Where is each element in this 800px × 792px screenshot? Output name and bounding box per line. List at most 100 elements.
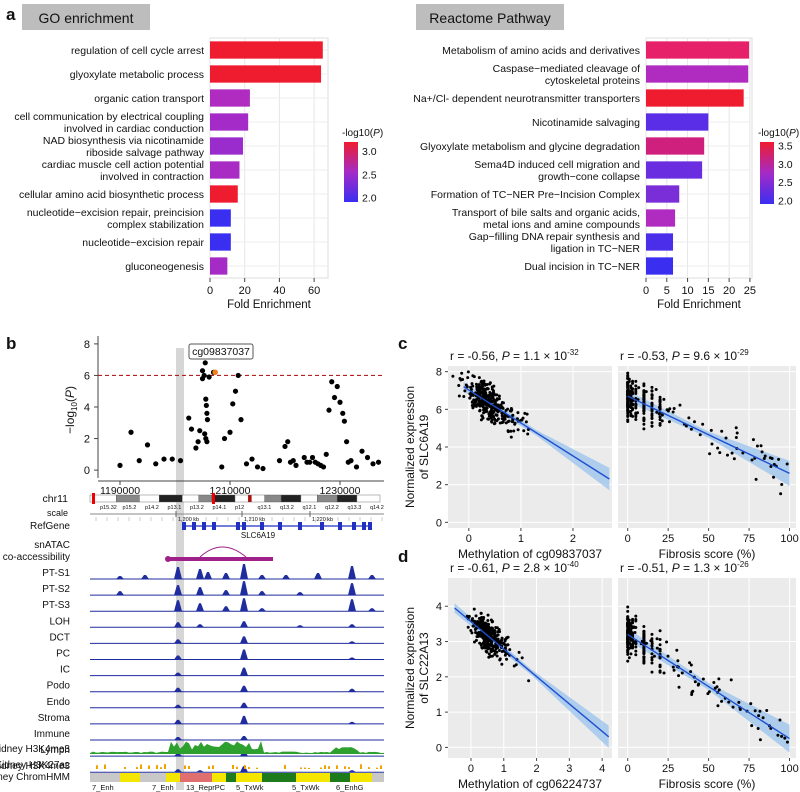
gene-label: SLC6A19 — [241, 531, 276, 540]
go-category-label: NAD biosynthesis via nicotinamide — [43, 135, 204, 147]
c1-point — [486, 417, 490, 421]
manhattan-point — [375, 459, 382, 465]
c1-point — [496, 417, 500, 421]
signal-peak — [240, 621, 248, 628]
go-legend-tick: 2.0 — [362, 192, 377, 204]
d1-point — [486, 613, 490, 617]
d2-point — [626, 626, 630, 630]
ideogram-band-label: p14.1 — [213, 505, 227, 511]
manhattan-point — [307, 459, 313, 465]
c1-point — [486, 395, 490, 399]
h3k4me3-signal — [90, 741, 384, 754]
c2-point — [658, 405, 662, 409]
manhattan-point — [227, 429, 233, 435]
signal-peak — [348, 688, 356, 692]
h3k27ac-signal — [348, 767, 350, 769]
d2-point — [688, 661, 692, 665]
chromhmm-segment — [226, 773, 236, 782]
ideogram-band — [159, 494, 183, 503]
c2-point — [769, 465, 773, 469]
c1-stat-exp: -32 — [567, 348, 579, 357]
c2-point — [626, 371, 630, 375]
c2-point — [650, 385, 654, 389]
ideogram-band-label: p13.2 — [190, 505, 204, 511]
manhattan-point — [344, 439, 350, 445]
h3k27ac-signal — [96, 765, 98, 769]
d2-point — [626, 609, 630, 613]
c1-point — [494, 403, 498, 407]
track-label-stroma: Stroma — [38, 713, 71, 724]
signal-peak — [282, 575, 290, 579]
track-label-snatac: snATAC — [34, 540, 70, 551]
d2-point — [626, 621, 630, 625]
d2-point — [634, 649, 638, 653]
manhattan-xtick-label: 1230000 — [320, 485, 361, 497]
h3k27ac-signal — [212, 765, 214, 769]
d2-confidence-band — [627, 628, 790, 753]
c2-point — [751, 438, 755, 442]
d2-point — [717, 688, 721, 692]
ideogram-band — [300, 494, 318, 503]
d2-point — [650, 658, 654, 662]
go-category-label: cellular amino acid biosynthetic process — [19, 189, 204, 201]
manhattan-sig-point — [212, 369, 218, 376]
refgene-exon — [192, 522, 196, 530]
c2-point — [735, 431, 739, 435]
c1-ytick-label: 2 — [436, 480, 442, 492]
h3k27ac-signal — [136, 767, 138, 769]
d1-point — [503, 646, 507, 650]
d2-point — [626, 605, 630, 609]
c2-point — [692, 420, 696, 424]
d1-point — [489, 632, 493, 636]
d1-stat-label: r = -0.61, P = 2.8 × 10-40 — [450, 560, 579, 575]
c1-point — [466, 370, 470, 374]
h3k27ac-signal — [328, 766, 330, 769]
signal-peak — [348, 566, 356, 579]
d2-point — [778, 718, 782, 722]
c1-point — [478, 402, 482, 406]
d1-point — [479, 619, 483, 623]
d2-point — [626, 629, 630, 633]
c2-point — [650, 408, 654, 412]
manhattan-point — [169, 456, 175, 462]
scale-tick-label: 1,200 kb — [178, 517, 199, 523]
signal-peak — [314, 573, 322, 579]
ideogram-marker — [92, 493, 95, 504]
d2-point — [658, 643, 662, 647]
d2-point — [650, 644, 654, 648]
go-bar — [210, 65, 322, 83]
d1-point — [476, 634, 480, 638]
c1-point — [457, 384, 461, 388]
ideogram-band — [116, 494, 140, 503]
d1-point — [479, 611, 483, 615]
d2-point — [645, 641, 649, 645]
reactome-category-label: Na+/Cl- dependent neurotransmitter trans… — [413, 93, 640, 105]
c2-fit-line — [627, 395, 790, 475]
go-category-label: glyoxylate metabolic process — [70, 69, 204, 81]
c2-point — [634, 418, 638, 422]
c1-point — [488, 411, 492, 415]
d2-point — [658, 663, 662, 667]
manhattan-point — [186, 415, 192, 421]
c1-point — [480, 380, 484, 384]
manhattan-point — [202, 360, 208, 366]
chromhmm-segment — [296, 773, 330, 782]
c1-point — [525, 412, 529, 416]
c2-point — [687, 416, 691, 420]
track-label-pc: PC — [56, 649, 70, 660]
panel-label-a: a — [6, 5, 16, 24]
c2-point — [772, 475, 776, 479]
c2-point — [750, 458, 754, 462]
signal-peak — [240, 667, 248, 676]
d1-point — [472, 607, 476, 611]
go-category-label: organic cation transport — [94, 93, 204, 105]
d2-xlabel: Fibrosis score (%) — [659, 777, 756, 791]
c2-point — [777, 457, 781, 461]
d2-fit-line — [627, 633, 790, 740]
manhattan-point — [204, 417, 211, 423]
d1-point — [495, 645, 499, 649]
c1-point — [490, 400, 494, 404]
c2-point — [678, 403, 682, 407]
reactome-category-label: cytoskeletal proteins — [545, 75, 640, 87]
